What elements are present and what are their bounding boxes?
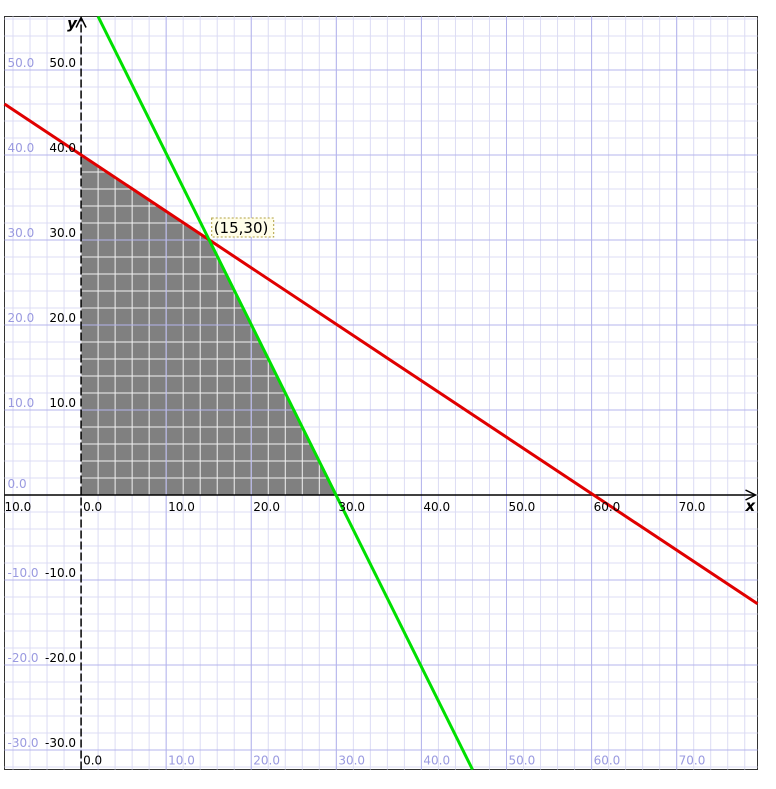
major-grid	[4, 16, 758, 770]
left-margin-tick-label: 40.0	[8, 141, 35, 155]
y-tick-label: 40.0	[49, 141, 76, 155]
y-tick-label: 30.0	[49, 226, 76, 240]
tick-labels: 10.0 0.0 10.0 20.0 30.0 40.0 50.0 60.0 70.0 50.0 4…	[5, 15, 757, 768]
left-margin-tick-label: -10.0	[8, 566, 39, 580]
left-margin-tick-label: 30.0	[8, 226, 35, 240]
y-tick-label: 20.0	[49, 311, 76, 325]
x-tick-label: 10.0	[168, 500, 195, 514]
y-axis-label: y	[67, 15, 78, 33]
x-tick-label: 60.0	[594, 500, 621, 514]
x-axis-arrow	[745, 489, 758, 501]
constraint-line	[96, 15, 474, 771]
y-tick-label: 50.0	[49, 56, 76, 70]
x-tick-label: 70.0	[679, 500, 706, 514]
x-tick-label: 30.0	[338, 500, 365, 514]
constraint-line	[3, 102, 759, 606]
x-tick-label: 20.0	[253, 500, 280, 514]
bottom-margin-tick-label: 40.0	[423, 754, 450, 768]
axes	[4, 15, 758, 770]
bottom-margin-tick-label: 10.0	[168, 754, 195, 768]
bottom-margin-tick-label: 0.0	[83, 754, 102, 768]
bottom-margin-tick-label: 50.0	[509, 754, 536, 768]
bottom-margin-tick-label: 60.0	[594, 754, 621, 768]
x-tick-label: 10.0	[5, 500, 32, 514]
annotation-box	[211, 217, 275, 238]
x-tick-label: 40.0	[423, 500, 450, 514]
left-margin-tick-label: 50.0	[8, 56, 35, 70]
y-tick-label: -20.0	[45, 651, 76, 665]
left-margin-tick-label: 0.0	[8, 477, 27, 491]
annotations: (15,30)	[211, 217, 275, 238]
y-tick-label: -30.0	[45, 736, 76, 750]
bottom-margin-tick-label: 20.0	[253, 754, 280, 768]
left-margin-tick-label: -20.0	[8, 651, 39, 665]
x-axis-label: x	[745, 497, 757, 515]
y-axis-arrow	[75, 15, 87, 28]
series-layer	[3, 15, 759, 771]
left-margin-tick-label: 20.0	[8, 311, 35, 325]
bottom-margin-tick-label: 30.0	[338, 754, 365, 768]
left-margin-tick-label: -30.0	[8, 736, 39, 750]
bottom-margin-tick-label: 70.0	[679, 754, 706, 768]
y-tick-label: 10.0	[49, 396, 76, 410]
x-tick-label: 0.0	[83, 500, 102, 514]
annotation-label: (15,30)	[214, 219, 269, 237]
x-tick-label: 50.0	[509, 500, 536, 514]
left-margin-tick-label: 10.0	[8, 396, 35, 410]
y-tick-label: -10.0	[45, 566, 76, 580]
